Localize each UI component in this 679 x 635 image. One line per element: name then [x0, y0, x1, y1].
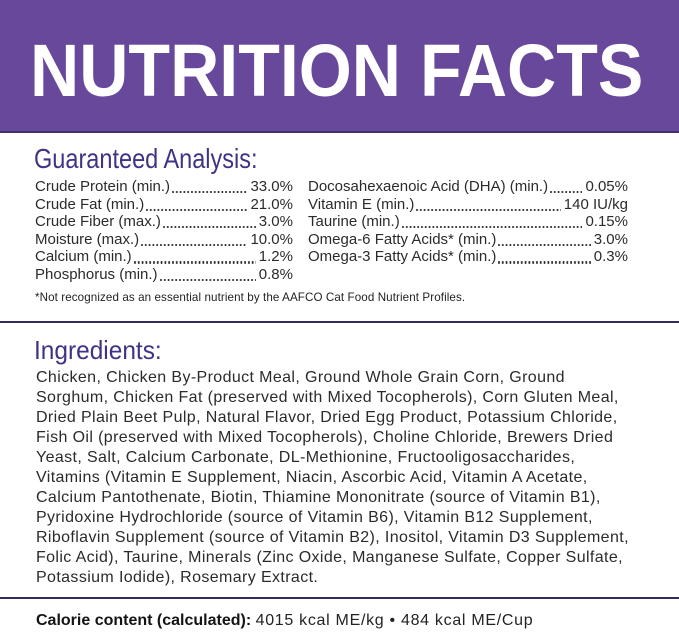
- analysis-row: Crude Fat (min.) 21.0%: [35, 196, 293, 214]
- analysis-value: 3.0%: [593, 230, 628, 248]
- page-title: NUTRITION FACTS: [30, 29, 644, 112]
- analysis-row: Omega-6 Fatty Acids* (min.) 3.0%: [308, 231, 628, 249]
- analysis-label: Calcium (min.): [35, 248, 132, 266]
- analysis-column-left: Crude Protein (min.) 33.0% Crude Fat (mi…: [35, 178, 293, 284]
- analysis-label: Phosphorus (min.): [35, 265, 158, 283]
- section-divider-bottom: [0, 597, 679, 599]
- analysis-value: 140 IU/kg: [563, 195, 628, 213]
- analysis-label: Omega-6 Fatty Acids* (min.): [308, 230, 497, 248]
- analysis-value: 33.0%: [250, 178, 293, 195]
- analysis-row: Phosphorus (min.) 0.8%: [35, 266, 293, 284]
- analysis-value: 0.15%: [585, 213, 628, 231]
- dotted-leader: [416, 208, 561, 211]
- analysis-value: 1.2%: [258, 248, 293, 266]
- analysis-row: Docosahexaenoic Acid (DHA) (min.) 0.05%: [308, 178, 628, 196]
- dotted-leader: [498, 261, 591, 264]
- analysis-row: Crude Protein (min.) 33.0%: [35, 178, 293, 196]
- analysis-row: Vitamin E (min.) 140 IU/kg: [308, 196, 628, 214]
- analysis-value: 0.8%: [258, 265, 293, 283]
- dotted-leader: [401, 226, 583, 229]
- dotted-leader: [133, 261, 256, 264]
- calorie-content-line: Calorie content (calculated): 4015 kcal …: [36, 612, 533, 630]
- analysis-value: 3.0%: [258, 213, 293, 231]
- analysis-label: Omega-3 Fatty Acids* (min.): [308, 248, 497, 266]
- dotted-leader: [498, 243, 591, 246]
- analysis-label: Crude Fiber (max.): [35, 213, 161, 231]
- calorie-content-label: Calorie content (calculated):: [36, 612, 252, 629]
- dotted-leader: [141, 243, 248, 246]
- analysis-value: 0.3%: [593, 248, 628, 266]
- dotted-leader: [146, 208, 248, 211]
- analysis-label: Vitamin E (min.): [308, 195, 415, 213]
- ingredients-heading: Ingredients:: [34, 335, 162, 365]
- ingredients-text: Chicken, Chicken By-Product Meal, Ground…: [36, 369, 629, 586]
- analysis-value: 21.0%: [250, 195, 293, 213]
- analysis-value: 0.05%: [585, 178, 628, 195]
- aafco-footnote: *Not recognized as an essential nutrient…: [35, 291, 466, 304]
- analysis-label: Docosahexaenoic Acid (DHA) (min.): [308, 178, 549, 195]
- header-band: NUTRITION FACTS: [0, 0, 679, 133]
- guaranteed-analysis-heading: Guaranteed Analysis:: [34, 143, 258, 174]
- analysis-column-right: Docosahexaenoic Acid (DHA) (min.) 0.05% …: [308, 178, 628, 284]
- analysis-value: 10.0%: [250, 230, 293, 248]
- dotted-leader: [172, 191, 248, 194]
- analysis-row: Calcium (min.) 1.2%: [35, 248, 293, 266]
- analysis-label: Crude Protein (min.): [35, 178, 171, 195]
- section-divider-top: [0, 321, 679, 323]
- analysis-label: Moisture (max.): [35, 230, 140, 248]
- analysis-label: Taurine (min.): [308, 213, 400, 231]
- dotted-leader: [550, 191, 583, 194]
- analysis-row: Moisture (max.) 10.0%: [35, 231, 293, 249]
- dotted-leader: [162, 226, 256, 229]
- analysis-row: Taurine (min.) 0.15%: [308, 213, 628, 231]
- analysis-label: Crude Fat (min.): [35, 195, 145, 213]
- dotted-leader: [159, 278, 256, 282]
- calorie-content-value: 4015 kcal ME/kg • 484 kcal ME/Cup: [255, 612, 534, 629]
- analysis-row: Crude Fiber (max.) 3.0%: [35, 213, 293, 231]
- analysis-row: Omega-3 Fatty Acids* (min.) 0.3%: [308, 248, 628, 266]
- guaranteed-analysis-table: Crude Protein (min.) 33.0% Crude Fat (mi…: [35, 178, 644, 284]
